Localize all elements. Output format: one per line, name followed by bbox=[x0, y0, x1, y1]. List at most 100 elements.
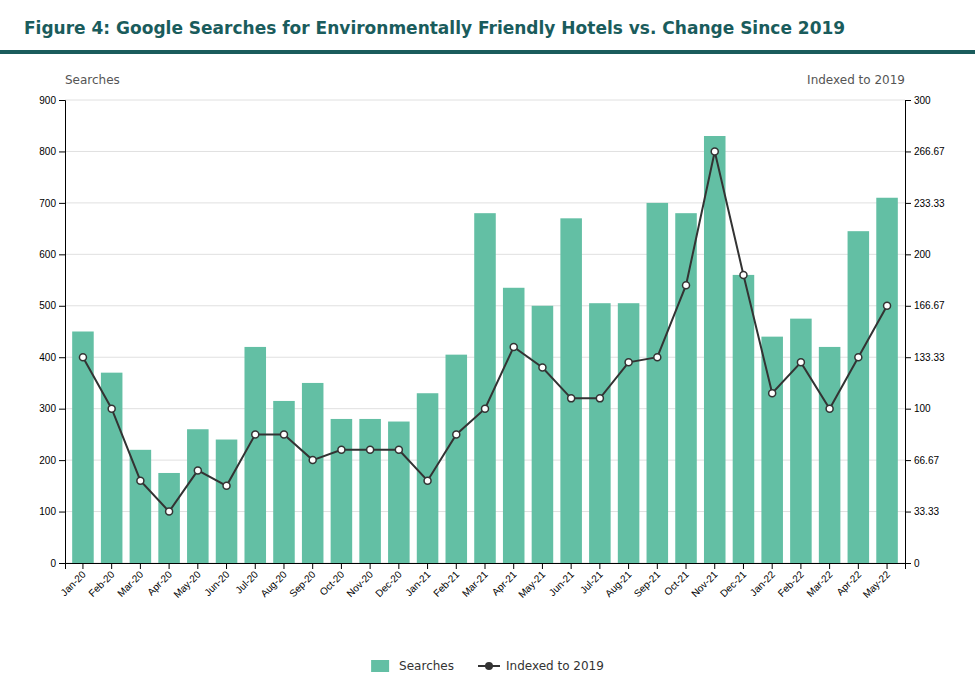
tick: 500 bbox=[39, 300, 65, 311]
marker bbox=[884, 302, 891, 309]
tick-label: Jan-22 bbox=[748, 568, 778, 598]
tick-label: 33.33 bbox=[914, 506, 939, 517]
tick: 600 bbox=[39, 249, 65, 260]
tick-label: Dec-21 bbox=[718, 568, 749, 599]
tick-label: 200 bbox=[914, 249, 931, 260]
tick: 900 bbox=[39, 95, 65, 106]
tick-label: Oct-21 bbox=[662, 568, 691, 597]
grid-line bbox=[65, 202, 905, 203]
tick-mark bbox=[686, 563, 687, 569]
tick-mark bbox=[59, 100, 65, 101]
tick-mark bbox=[226, 563, 227, 569]
tick: 800 bbox=[39, 146, 65, 157]
tick-label: Mar-20 bbox=[115, 568, 145, 598]
tick: 200 bbox=[905, 249, 931, 260]
tick: 166.67 bbox=[905, 300, 945, 311]
tick-mark bbox=[456, 563, 457, 569]
axis-line bbox=[66, 564, 906, 570]
tick-label: Aug-20 bbox=[258, 568, 289, 599]
tick-mark bbox=[657, 563, 658, 569]
marker bbox=[252, 431, 259, 438]
tick-label: Mar-21 bbox=[460, 568, 490, 598]
tick-mark bbox=[513, 563, 514, 569]
tick-mark bbox=[905, 100, 911, 101]
y-axis: 0100200300400500600700800900 bbox=[39, 95, 65, 569]
tick-mark bbox=[59, 203, 65, 204]
tick: Mar-22 bbox=[804, 563, 834, 599]
tick-label: 66.67 bbox=[914, 455, 939, 466]
tick-label: Feb-20 bbox=[86, 568, 116, 598]
tick: Aug-20 bbox=[258, 563, 289, 599]
tick: 300 bbox=[905, 95, 931, 106]
marker bbox=[166, 508, 173, 515]
tick-label: Jan-21 bbox=[403, 568, 433, 598]
tick-mark bbox=[887, 563, 888, 569]
marker bbox=[424, 477, 431, 484]
tick: 100 bbox=[39, 506, 65, 517]
tick-label: Dec-20 bbox=[373, 568, 404, 599]
tick-label: Jul-21 bbox=[578, 568, 605, 595]
tick-mark bbox=[283, 563, 284, 569]
tick: Dec-21 bbox=[718, 563, 749, 599]
tick-mark bbox=[905, 460, 911, 461]
axis-line bbox=[59, 101, 66, 564]
tick-label: 500 bbox=[39, 300, 56, 311]
tick-label: 400 bbox=[39, 352, 56, 363]
tick-label: Nov-20 bbox=[344, 568, 375, 599]
bar bbox=[532, 306, 554, 563]
tick: May-21 bbox=[516, 563, 548, 600]
line bbox=[83, 151, 887, 511]
marker bbox=[510, 343, 517, 350]
bar bbox=[790, 319, 812, 563]
tick: Jul-21 bbox=[578, 563, 605, 596]
tick: May-20 bbox=[171, 563, 203, 600]
tick: Jan-22 bbox=[748, 563, 778, 598]
tick-mark bbox=[542, 563, 543, 569]
marker bbox=[137, 477, 144, 484]
y-axis-label: Searches bbox=[65, 73, 120, 87]
tick-label: 0 bbox=[914, 558, 920, 569]
tick-mark bbox=[485, 563, 486, 569]
tick-label: Feb-22 bbox=[776, 568, 806, 598]
tick: 33.33 bbox=[905, 506, 939, 517]
bar bbox=[876, 198, 898, 563]
marker bbox=[654, 354, 661, 361]
tick-mark bbox=[111, 563, 112, 569]
tick-label: 100 bbox=[39, 506, 56, 517]
tick-label: 800 bbox=[39, 146, 56, 157]
tick: Jul-20 bbox=[233, 563, 260, 596]
tick-mark bbox=[197, 563, 198, 569]
bar bbox=[675, 213, 697, 563]
tick-mark bbox=[59, 460, 65, 461]
bar bbox=[331, 419, 353, 563]
tick-label: 133.33 bbox=[914, 352, 945, 363]
tick-mark bbox=[341, 563, 342, 569]
tick-mark bbox=[398, 563, 399, 569]
tick-label: May-22 bbox=[861, 568, 893, 600]
grid bbox=[65, 100, 905, 563]
tick: Apr-21 bbox=[490, 563, 519, 598]
marker bbox=[740, 271, 747, 278]
tick-mark bbox=[905, 563, 911, 564]
bar bbox=[819, 347, 841, 563]
tick: Jan-21 bbox=[403, 563, 433, 598]
tick-label: Aug-21 bbox=[603, 568, 634, 599]
tick-mark bbox=[571, 563, 572, 569]
marker bbox=[79, 354, 86, 361]
tick-label: Apr-21 bbox=[490, 568, 519, 597]
tick: Feb-22 bbox=[776, 563, 806, 599]
marker bbox=[625, 359, 632, 366]
tick-label: Oct-20 bbox=[317, 568, 346, 597]
tick: Sep-21 bbox=[632, 563, 663, 599]
tick-mark bbox=[829, 563, 830, 569]
legend-marker bbox=[485, 662, 493, 670]
separator bbox=[0, 50, 975, 54]
tick-mark bbox=[59, 512, 65, 513]
tick: Oct-20 bbox=[317, 563, 346, 598]
tick-mark bbox=[427, 563, 428, 569]
tick: Apr-22 bbox=[834, 563, 863, 598]
tick: Dec-20 bbox=[373, 563, 404, 599]
tick-label: May-21 bbox=[516, 568, 548, 600]
tick-mark bbox=[905, 357, 911, 358]
tick: 700 bbox=[39, 198, 65, 209]
